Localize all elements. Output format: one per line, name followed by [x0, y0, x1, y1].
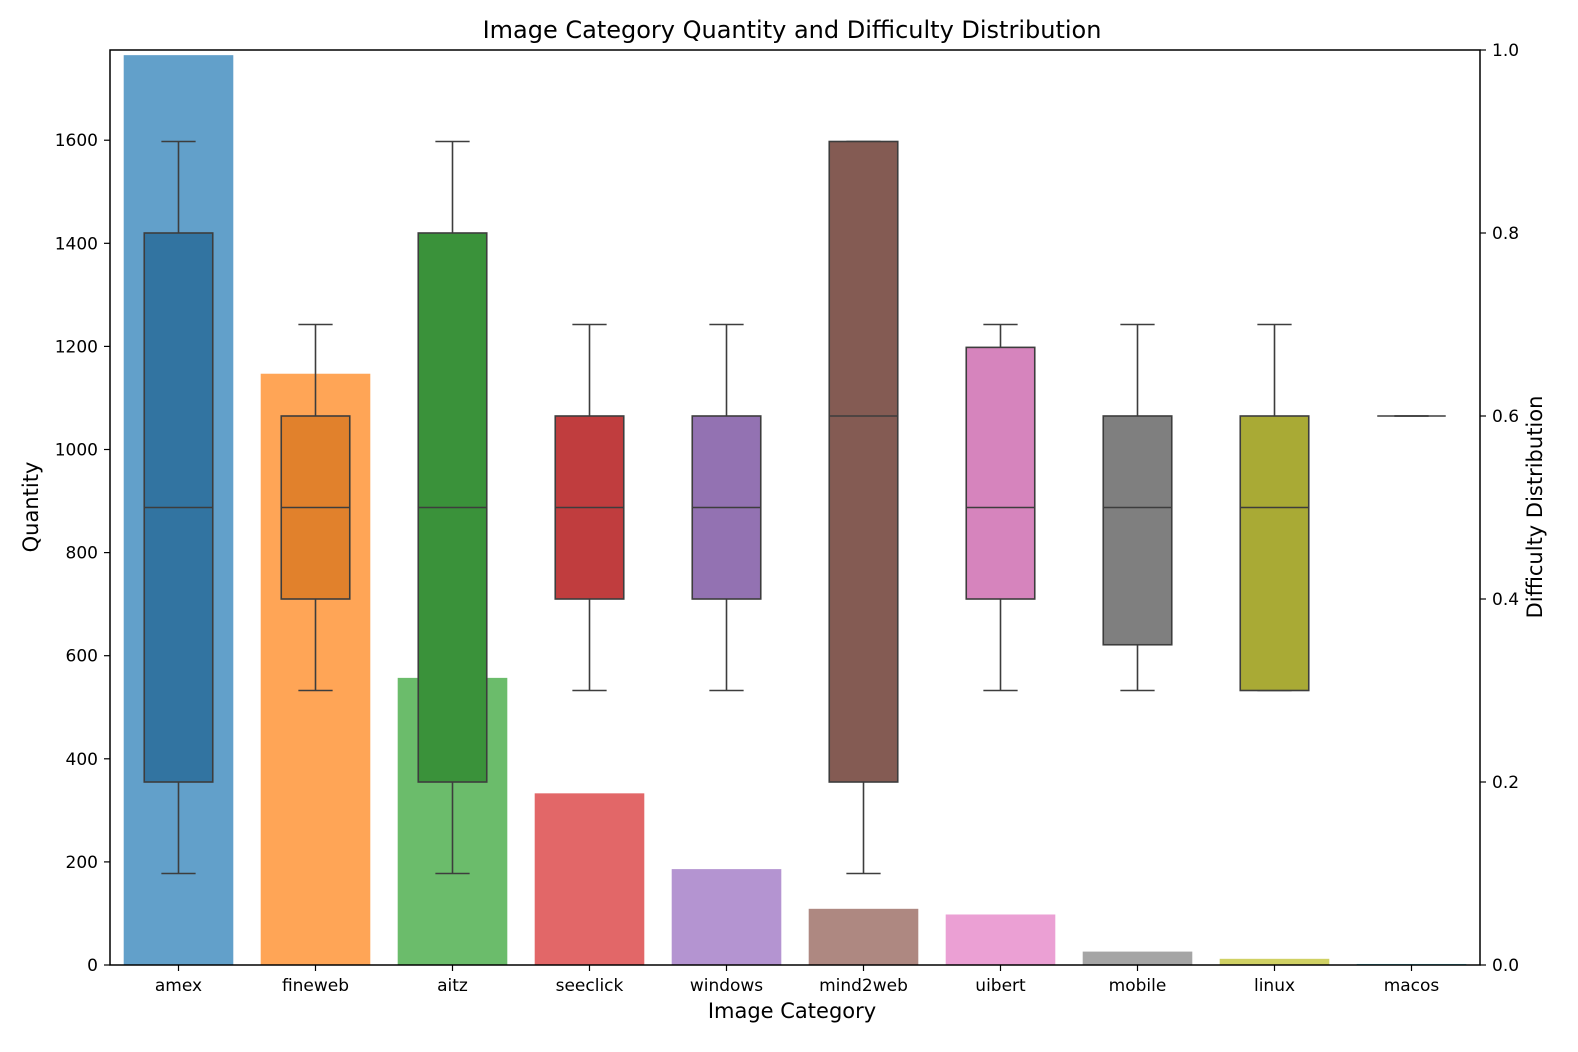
- quantity-bar-uibert: [945, 914, 1056, 965]
- y2-tick-label: 0.4: [1492, 590, 1519, 610]
- difficulty-box-aitz: [417, 140, 488, 875]
- y-tick-label: 200: [66, 853, 98, 873]
- y-tick-label: 400: [66, 750, 98, 770]
- difficulty-box-windows: [691, 323, 762, 692]
- y-tick-label: 0: [87, 956, 98, 976]
- right-axis-ticks: 0.0 0.2 0.4 0.6 0.8 1.0: [1480, 41, 1519, 976]
- x-tick-label: fineweb: [282, 976, 349, 996]
- y2-tick-label: 1.0: [1492, 41, 1519, 61]
- x-tick-label: macos: [1384, 976, 1440, 996]
- difficulty-box-mobile: [1102, 323, 1173, 692]
- y2-axis-title: Difficulty Distribution: [1523, 396, 1547, 619]
- plot-frame: [109, 49, 1481, 966]
- y-tick-label: 1400: [55, 234, 98, 254]
- quantity-bar-mobile: [1082, 951, 1193, 965]
- quantity-bar-linux: [1219, 958, 1330, 965]
- iqr-box: [1102, 415, 1173, 646]
- x-tick-label: mobile: [1109, 976, 1167, 996]
- difficulty-box-linux: [1239, 323, 1310, 692]
- x-tick-label: linux: [1254, 976, 1295, 996]
- difficulty-boxplots: [143, 140, 1446, 875]
- x-tick-label: uibert: [975, 976, 1026, 996]
- x-tick-label: mind2web: [819, 976, 908, 996]
- chart-title: Image Category Quantity and Difficulty D…: [483, 16, 1102, 44]
- x-tick-label: windows: [690, 976, 763, 996]
- y-tick-label: 1200: [55, 337, 98, 357]
- y-tick-label: 1600: [55, 131, 98, 151]
- difficulty-box-fineweb: [280, 323, 351, 692]
- x-tick-label: seeclick: [556, 976, 624, 996]
- difficulty-box-amex: [143, 140, 214, 875]
- iqr-box: [828, 140, 899, 783]
- difficulty-box-mind2web: [828, 140, 899, 875]
- y-axis-title: Quantity: [19, 462, 43, 553]
- y-tick-label: 1000: [55, 441, 98, 461]
- quantity-bar-mind2web: [808, 908, 919, 965]
- quantity-bar-seeclick: [534, 793, 645, 965]
- x-tick-label: aitz: [437, 976, 468, 996]
- iqr-box: [965, 346, 1036, 600]
- y2-tick-label: 0.0: [1492, 956, 1519, 976]
- x-axis-ticks: amex fineweb aitz seeclick windows mind2web ui…: [155, 965, 1440, 996]
- x-axis-title: Image Category: [708, 999, 876, 1023]
- y2-tick-label: 0.8: [1492, 224, 1519, 244]
- iqr-box: [1239, 415, 1310, 692]
- difficulty-box-seeclick: [554, 323, 625, 692]
- y2-tick-label: 0.6: [1492, 407, 1519, 427]
- y-tick-label: 600: [66, 647, 98, 667]
- quantity-bar-windows: [671, 869, 782, 965]
- x-tick-label: amex: [155, 976, 202, 996]
- left-axis-ticks: 0 200 400 600 800 1000 1200 1400 1600: [55, 131, 110, 976]
- difficulty-box-uibert: [965, 323, 1036, 692]
- y-tick-label: 800: [66, 544, 98, 564]
- y2-tick-label: 0.2: [1492, 773, 1519, 793]
